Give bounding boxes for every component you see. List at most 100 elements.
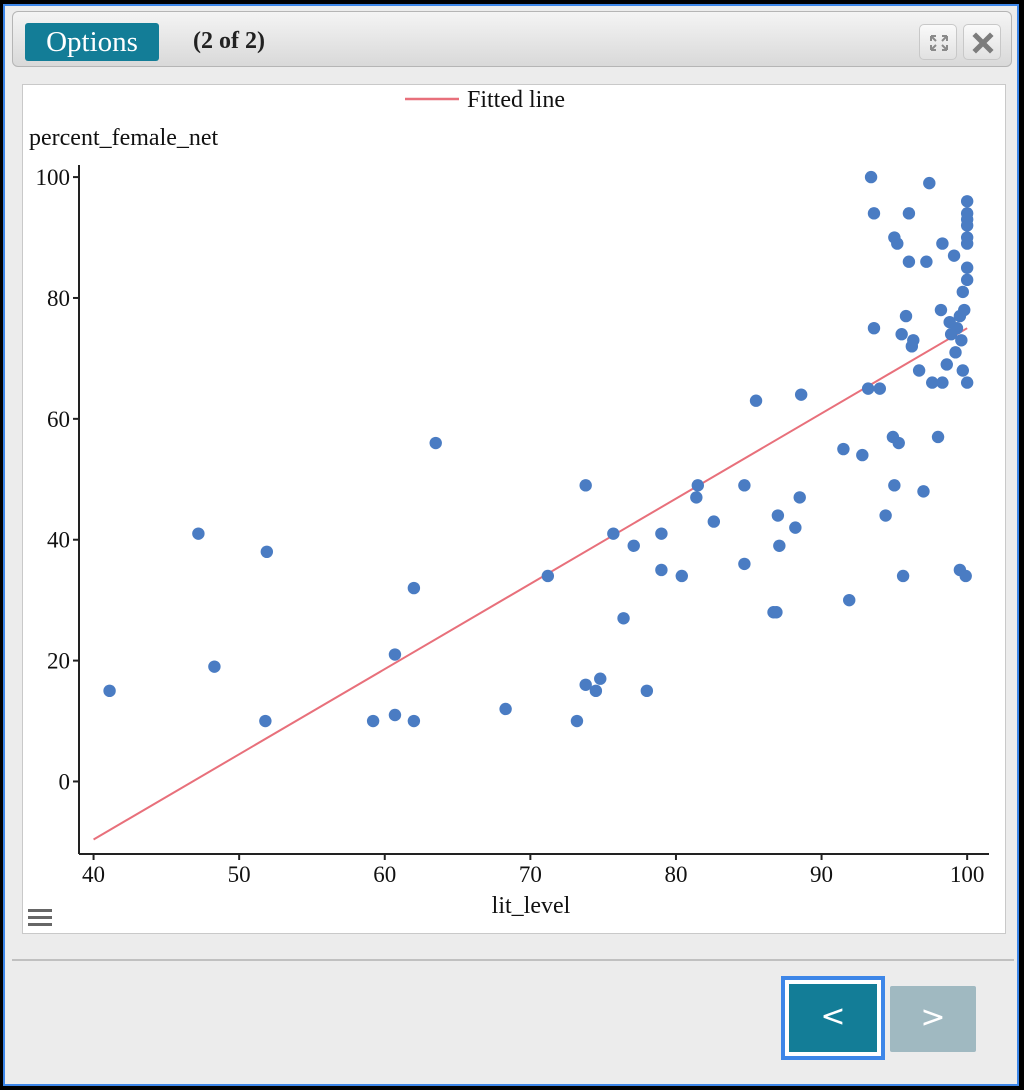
data-point[interactable] bbox=[891, 237, 904, 250]
data-point[interactable] bbox=[902, 207, 916, 220]
data-point[interactable] bbox=[579, 479, 592, 492]
data-point[interactable] bbox=[949, 346, 962, 359]
data-point[interactable] bbox=[388, 708, 402, 722]
data-point[interactable] bbox=[707, 515, 721, 528]
data-point[interactable] bbox=[896, 569, 910, 583]
data-point[interactable] bbox=[899, 309, 913, 323]
data-point[interactable] bbox=[926, 376, 939, 389]
y-tick-label: 20 bbox=[47, 649, 70, 674]
close-button[interactable] bbox=[963, 24, 1001, 60]
data-point[interactable] bbox=[691, 479, 704, 492]
data-point[interactable] bbox=[594, 672, 607, 685]
data-point[interactable] bbox=[589, 684, 603, 698]
data-point[interactable] bbox=[259, 714, 272, 728]
data-point[interactable] bbox=[541, 569, 555, 583]
data-point[interactable] bbox=[960, 219, 974, 232]
data-point[interactable] bbox=[794, 388, 808, 401]
data-point[interactable] bbox=[864, 170, 878, 184]
data-point[interactable] bbox=[959, 569, 972, 583]
data-point[interactable] bbox=[931, 430, 945, 444]
axes: 0 20 40 60 80 100 40 50 60 70 80 90 100 bbox=[36, 165, 989, 887]
data-point[interactable] bbox=[749, 394, 763, 407]
data-point[interactable] bbox=[429, 436, 442, 450]
data-point[interactable] bbox=[879, 509, 892, 522]
points-layer bbox=[103, 170, 974, 728]
data-point[interactable] bbox=[793, 491, 806, 504]
data-point[interactable] bbox=[640, 684, 654, 698]
data-point[interactable] bbox=[950, 321, 964, 335]
data-point[interactable] bbox=[789, 521, 802, 534]
data-point[interactable] bbox=[579, 678, 592, 691]
data-point[interactable] bbox=[912, 364, 926, 377]
data-point[interactable] bbox=[837, 442, 850, 456]
data-point[interactable] bbox=[867, 207, 881, 220]
previous-button[interactable]: < bbox=[781, 976, 885, 1060]
data-point[interactable] bbox=[388, 648, 402, 661]
previous-button-label: < bbox=[789, 984, 877, 1052]
data-point[interactable] bbox=[958, 303, 971, 317]
data-point[interactable] bbox=[907, 334, 920, 347]
data-point[interactable] bbox=[902, 255, 916, 268]
data-point[interactable] bbox=[843, 593, 856, 607]
data-point[interactable] bbox=[655, 563, 668, 577]
data-point[interactable] bbox=[960, 376, 974, 389]
data-point[interactable] bbox=[499, 702, 512, 716]
options-button[interactable]: Options bbox=[25, 23, 159, 61]
data-point[interactable] bbox=[956, 364, 969, 377]
data-point[interactable] bbox=[873, 382, 886, 395]
data-point[interactable] bbox=[920, 255, 933, 268]
data-point[interactable] bbox=[103, 684, 116, 698]
data-point[interactable] bbox=[655, 527, 668, 540]
x-axis-title: lit_level bbox=[492, 893, 571, 919]
data-point[interactable] bbox=[861, 382, 875, 395]
data-point[interactable] bbox=[888, 479, 901, 492]
data-point[interactable] bbox=[407, 581, 421, 595]
data-point[interactable] bbox=[773, 539, 786, 552]
data-point[interactable] bbox=[366, 714, 380, 728]
close-icon bbox=[972, 32, 994, 54]
data-point[interactable] bbox=[738, 557, 751, 571]
data-point[interactable] bbox=[934, 303, 948, 317]
data-point[interactable] bbox=[617, 612, 630, 625]
data-point[interactable] bbox=[947, 249, 961, 262]
data-point[interactable] bbox=[895, 328, 908, 341]
menu-icon[interactable] bbox=[27, 905, 53, 931]
data-point[interactable] bbox=[917, 485, 930, 498]
data-point[interactable] bbox=[960, 237, 974, 250]
data-point[interactable] bbox=[960, 273, 974, 287]
x-tick-label: 70 bbox=[519, 862, 542, 887]
y-axis-title: percent_female_net bbox=[29, 125, 219, 151]
data-point[interactable] bbox=[940, 358, 953, 371]
data-point[interactable] bbox=[956, 285, 969, 299]
title-bar: Options (2 of 2) bbox=[12, 11, 1012, 67]
data-point[interactable] bbox=[960, 195, 974, 208]
data-point[interactable] bbox=[690, 491, 703, 504]
data-point[interactable] bbox=[260, 545, 274, 559]
data-point[interactable] bbox=[771, 509, 785, 522]
expand-button[interactable] bbox=[919, 24, 957, 60]
data-point[interactable] bbox=[856, 448, 869, 462]
data-point[interactable] bbox=[738, 479, 751, 492]
y-tick-label: 100 bbox=[36, 165, 71, 190]
data-point[interactable] bbox=[208, 660, 221, 673]
data-point[interactable] bbox=[192, 527, 205, 540]
data-point[interactable] bbox=[867, 321, 881, 335]
data-point[interactable] bbox=[770, 606, 783, 619]
data-point[interactable] bbox=[675, 569, 688, 583]
y-tick-label: 80 bbox=[47, 286, 70, 311]
data-point[interactable] bbox=[936, 376, 949, 389]
data-point[interactable] bbox=[570, 714, 584, 728]
data-point[interactable] bbox=[936, 237, 949, 250]
x-tick-label: 50 bbox=[228, 862, 251, 887]
data-point[interactable] bbox=[607, 527, 620, 540]
data-point[interactable] bbox=[955, 334, 968, 347]
data-point[interactable] bbox=[627, 539, 640, 552]
next-button[interactable]: > bbox=[890, 986, 976, 1052]
data-point[interactable] bbox=[407, 714, 421, 728]
data-point[interactable] bbox=[892, 436, 905, 450]
page-counter: (2 of 2) bbox=[193, 28, 265, 54]
data-point[interactable] bbox=[960, 261, 974, 274]
data-point[interactable] bbox=[923, 176, 936, 190]
chart-frame: Fitted line percent_female_net lit_level… bbox=[22, 84, 1006, 934]
scatter-chart: Fitted line percent_female_net lit_level… bbox=[27, 87, 989, 931]
